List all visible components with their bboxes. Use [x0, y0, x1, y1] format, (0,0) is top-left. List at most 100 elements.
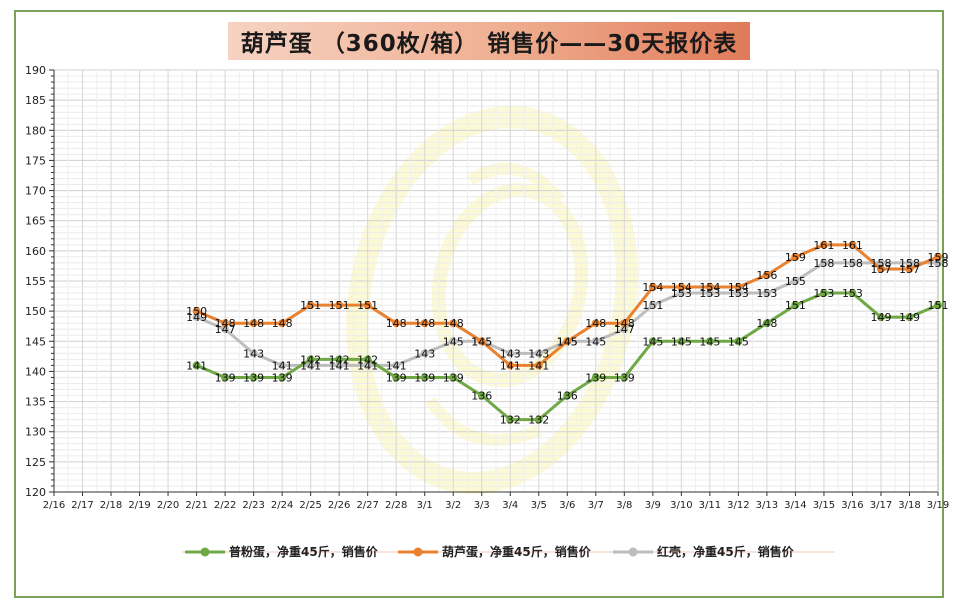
data-point — [905, 313, 914, 322]
data-point — [591, 337, 600, 346]
data-label: 141 — [272, 359, 293, 372]
y-tick-label: 135 — [25, 396, 46, 409]
data-label: 159 — [928, 251, 949, 264]
data-label: 157 — [870, 263, 891, 276]
y-tick-label: 120 — [25, 486, 46, 499]
data-point — [420, 319, 429, 328]
data-label: 147 — [614, 323, 635, 336]
data-point — [762, 319, 771, 328]
data-point — [363, 355, 372, 364]
data-point — [278, 319, 287, 328]
data-point — [876, 264, 885, 273]
x-tick-label: 3/6 — [559, 500, 575, 511]
x-tick-label: 2/24 — [271, 500, 293, 511]
data-label: 151 — [785, 299, 806, 312]
data-point — [506, 415, 515, 424]
y-tick-label: 150 — [25, 305, 46, 318]
data-point — [677, 289, 686, 298]
data-label: 141 — [528, 359, 549, 372]
data-label: 143 — [243, 347, 264, 360]
data-label: 158 — [899, 257, 920, 270]
data-label: 157 — [899, 263, 920, 276]
x-tick-label: 3/18 — [898, 500, 920, 511]
data-point — [620, 319, 629, 328]
data-label: 151 — [928, 299, 949, 312]
data-point — [876, 258, 885, 267]
y-tick-label: 145 — [25, 335, 46, 348]
x-tick-label: 3/11 — [699, 500, 721, 511]
data-label: 147 — [215, 323, 236, 336]
data-point — [762, 270, 771, 279]
x-tick-label: 3/8 — [616, 500, 632, 511]
data-point — [506, 361, 515, 370]
data-label: 151 — [642, 299, 663, 312]
data-point — [363, 301, 372, 310]
data-point — [449, 373, 458, 382]
x-tick-label: 2/16 — [43, 500, 65, 511]
data-label: 161 — [813, 239, 834, 252]
data-label: 143 — [528, 347, 549, 360]
data-label: 149 — [899, 311, 920, 324]
data-label: 150 — [186, 305, 207, 318]
legend-label: 红壳，净重45斤，销售价 — [657, 544, 795, 559]
data-point — [905, 258, 914, 267]
data-label: 153 — [671, 287, 692, 300]
data-point — [648, 337, 657, 346]
data-point — [563, 337, 572, 346]
data-label: 161 — [842, 239, 863, 252]
data-point — [392, 319, 401, 328]
data-label: 143 — [414, 347, 435, 360]
data-label: 153 — [699, 287, 720, 300]
data-label: 155 — [785, 275, 806, 288]
data-point — [192, 307, 201, 316]
data-label: 153 — [756, 287, 777, 300]
data-label: 139 — [414, 371, 435, 384]
data-label: 145 — [642, 335, 663, 348]
data-point — [249, 349, 258, 358]
data-point — [221, 325, 230, 334]
data-point — [192, 361, 201, 370]
data-point — [819, 240, 828, 249]
data-label: 154 — [671, 281, 692, 294]
y-tick-label: 190 — [25, 64, 46, 77]
data-label: 151 — [357, 299, 378, 312]
data-label: 132 — [500, 414, 521, 427]
data-point — [477, 337, 486, 346]
data-point — [306, 355, 315, 364]
data-point — [335, 301, 344, 310]
data-label: 145 — [471, 335, 492, 348]
x-tick-label: 3/13 — [756, 500, 778, 511]
data-point — [819, 258, 828, 267]
y-tick-label: 155 — [25, 275, 46, 288]
data-label: 139 — [443, 371, 464, 384]
data-label: 139 — [272, 371, 293, 384]
data-label: 158 — [870, 257, 891, 270]
data-label: 132 — [528, 414, 549, 427]
data-point — [392, 361, 401, 370]
data-point — [420, 349, 429, 358]
legend-label: 普粉蛋，净重45斤，销售价 — [229, 544, 379, 559]
data-point — [734, 289, 743, 298]
data-label: 136 — [557, 390, 578, 403]
data-point — [791, 252, 800, 261]
x-tick-label: 3/16 — [841, 500, 863, 511]
data-point — [791, 301, 800, 310]
y-tick-label: 160 — [25, 245, 46, 258]
data-point — [934, 301, 942, 310]
data-label: 136 — [471, 390, 492, 403]
data-point — [192, 313, 201, 322]
data-point — [648, 301, 657, 310]
data-point — [848, 258, 857, 267]
data-label: 139 — [215, 371, 236, 384]
x-tick-label: 3/12 — [727, 500, 749, 511]
data-point — [591, 373, 600, 382]
data-label: 142 — [357, 353, 378, 366]
x-tick-label: 2/26 — [328, 500, 350, 511]
data-point — [620, 373, 629, 382]
data-point — [848, 289, 857, 298]
data-label: 149 — [870, 311, 891, 324]
data-label: 143 — [500, 347, 521, 360]
data-label: 145 — [671, 335, 692, 348]
legend-label: 葫芦蛋，净重45斤，销售价 — [442, 544, 592, 559]
